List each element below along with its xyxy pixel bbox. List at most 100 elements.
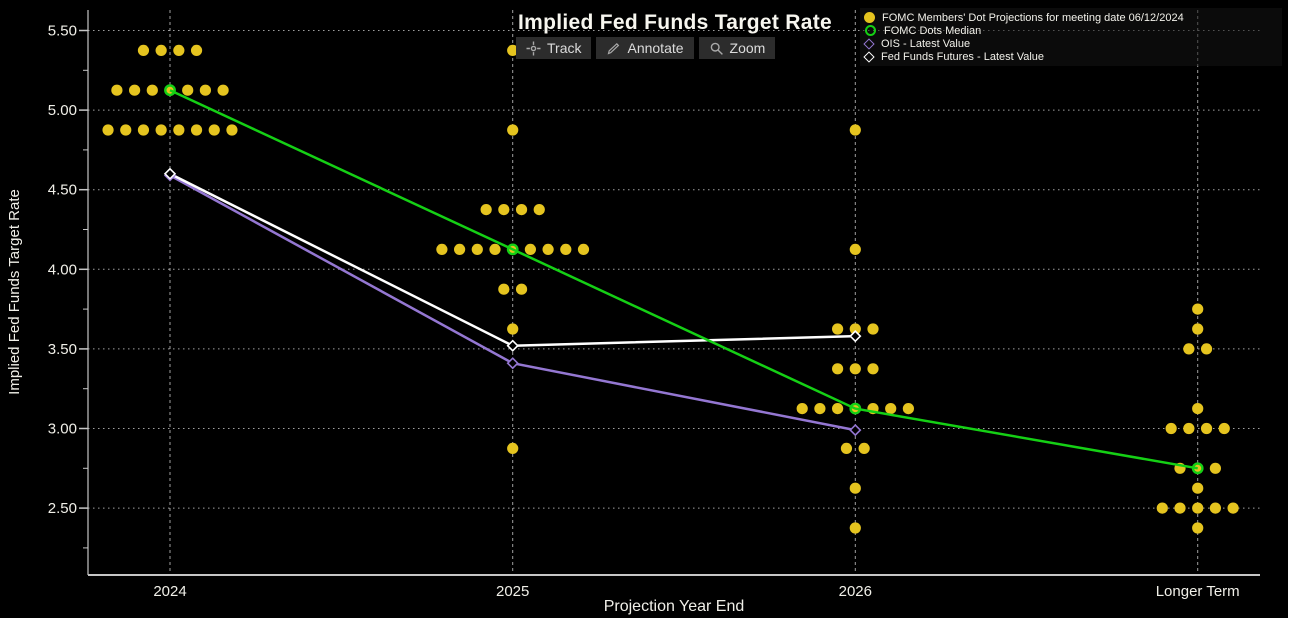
fomc-dot	[849, 363, 861, 375]
fomc-dot	[1192, 522, 1204, 534]
x-axis-title: Projection Year End	[604, 598, 745, 615]
fomc-dot	[515, 283, 528, 295]
zoom-button[interactable]: Zoom	[698, 37, 776, 59]
x-tick-label: Longer Term	[1156, 583, 1240, 600]
fomc-dot	[832, 403, 844, 415]
gridlines	[88, 10, 1260, 575]
fomc-dot	[173, 124, 185, 136]
fomc-dot	[1192, 323, 1204, 335]
fomc-dot	[129, 84, 141, 96]
fomc-dot	[102, 124, 114, 136]
fomc-dot	[560, 243, 572, 255]
fomc-dot	[1183, 422, 1195, 435]
fomc-dot	[885, 403, 897, 415]
fomc-dot	[1174, 502, 1186, 514]
fomc-dot	[498, 204, 510, 216]
x-tick-label: 2025	[496, 583, 529, 600]
series-line	[169, 174, 856, 432]
annotate-pencil-icon	[606, 41, 621, 56]
fomc-dot	[226, 124, 238, 136]
white-diamond-icon	[863, 50, 875, 63]
fomc-dot	[155, 124, 167, 136]
y-tick-label: 5.50	[48, 23, 77, 40]
purple-diamond-icon	[863, 37, 875, 50]
x-tick-label: 2024	[153, 583, 186, 600]
fomc-dot	[1192, 482, 1204, 494]
chart-title: Implied Fed Funds Target Rate	[517, 11, 832, 34]
yellow-dot-icon	[864, 12, 875, 23]
fomc-dot	[1218, 422, 1230, 435]
annotate-button[interactable]: Annotate	[596, 37, 694, 59]
fomc-dot	[1156, 502, 1168, 514]
diamond-marker	[849, 423, 862, 437]
fomc-dot	[1192, 403, 1204, 415]
series-line	[169, 172, 856, 347]
fomc-dot	[1192, 502, 1204, 514]
track-button[interactable]: Track	[516, 37, 592, 59]
legend-label: FOMC Members' Dot Projections for meetin…	[882, 11, 1184, 24]
median-circle-marker	[164, 84, 176, 97]
diamond-marker	[506, 357, 519, 370]
y-axis-title: Implied Fed Funds Target Rate	[6, 189, 23, 395]
median-circle-marker	[849, 402, 862, 415]
y-tick-label: 3.00	[48, 421, 77, 438]
fomc-dot	[1165, 422, 1177, 435]
fomc-dot	[507, 323, 519, 335]
legend-item-ois: OIS - Latest Value	[863, 37, 1278, 50]
fomc-dot	[507, 44, 519, 57]
y-tick-label: 2.50	[48, 500, 77, 517]
series-lines	[169, 89, 1198, 470]
diamond-marker	[849, 330, 862, 343]
fomc-dot	[480, 204, 492, 216]
chart-toolbar: Track Annotate	[516, 37, 776, 59]
y-tick-label: 4.00	[48, 261, 77, 278]
fomc-dot	[1192, 303, 1204, 315]
y-tick-label: 4.50	[48, 182, 77, 199]
chart-plot-canvas[interactable]: 5.50 5.00 4.50 4.00 3.50 3.00 2.50 2024 2025 2026…	[0, 0, 1288, 618]
zoom-button-label: Zoom	[729, 40, 766, 56]
fomc-dot	[498, 283, 510, 295]
fomc-dot	[515, 204, 528, 216]
track-crosshair-icon	[526, 41, 541, 56]
fomc-dot	[199, 84, 211, 96]
fomc-dot	[217, 84, 229, 96]
fomc-dot	[471, 243, 483, 255]
fomc-dot	[190, 44, 203, 57]
legend-label: FOMC Dots Median	[884, 24, 982, 37]
fomc-dot	[208, 124, 220, 136]
annotate-button-label: Annotate	[627, 40, 684, 56]
y-tick-label: 3.50	[48, 341, 77, 358]
chart-legend: FOMC Members' Dot Projections for meetin…	[860, 8, 1282, 66]
diamond-marker	[163, 167, 177, 180]
series-line	[169, 89, 1198, 470]
fomc-dot	[849, 522, 861, 534]
fomc-dot	[146, 84, 158, 96]
fomc-dot	[190, 124, 203, 136]
diamond-marker	[506, 339, 519, 352]
fomc-dot	[849, 243, 861, 255]
fomc-dot	[577, 243, 590, 255]
fomc-dot	[120, 124, 132, 136]
median-circle-marker	[1191, 462, 1204, 475]
fomc-dot	[436, 243, 448, 255]
fomc-dot	[832, 323, 844, 335]
fomc-dot	[542, 243, 554, 255]
axis-labels: 5.50 5.00 4.50 4.00 3.50 3.00 2.50 2024 2025 2026…	[6, 23, 1240, 616]
green-open-circle-icon	[865, 25, 876, 36]
legend-item-futures: Fed Funds Futures - Latest Value	[863, 50, 1278, 63]
fomc-dot	[858, 442, 870, 454]
fomc-dot	[1209, 502, 1221, 514]
fomc-dot	[840, 442, 853, 454]
zoom-magnifier-icon	[709, 41, 724, 56]
fomc-dot	[454, 243, 466, 255]
fomc-member-dots	[102, 44, 1239, 534]
fomc-dot	[111, 84, 123, 96]
fomc-dot	[524, 243, 537, 255]
fomc-dot	[867, 323, 879, 335]
median-circle-marker	[506, 243, 519, 256]
axes	[79, 10, 1260, 576]
fomc-dot	[814, 403, 826, 415]
fomc-dot	[849, 124, 861, 136]
fomc-dot	[849, 482, 861, 494]
